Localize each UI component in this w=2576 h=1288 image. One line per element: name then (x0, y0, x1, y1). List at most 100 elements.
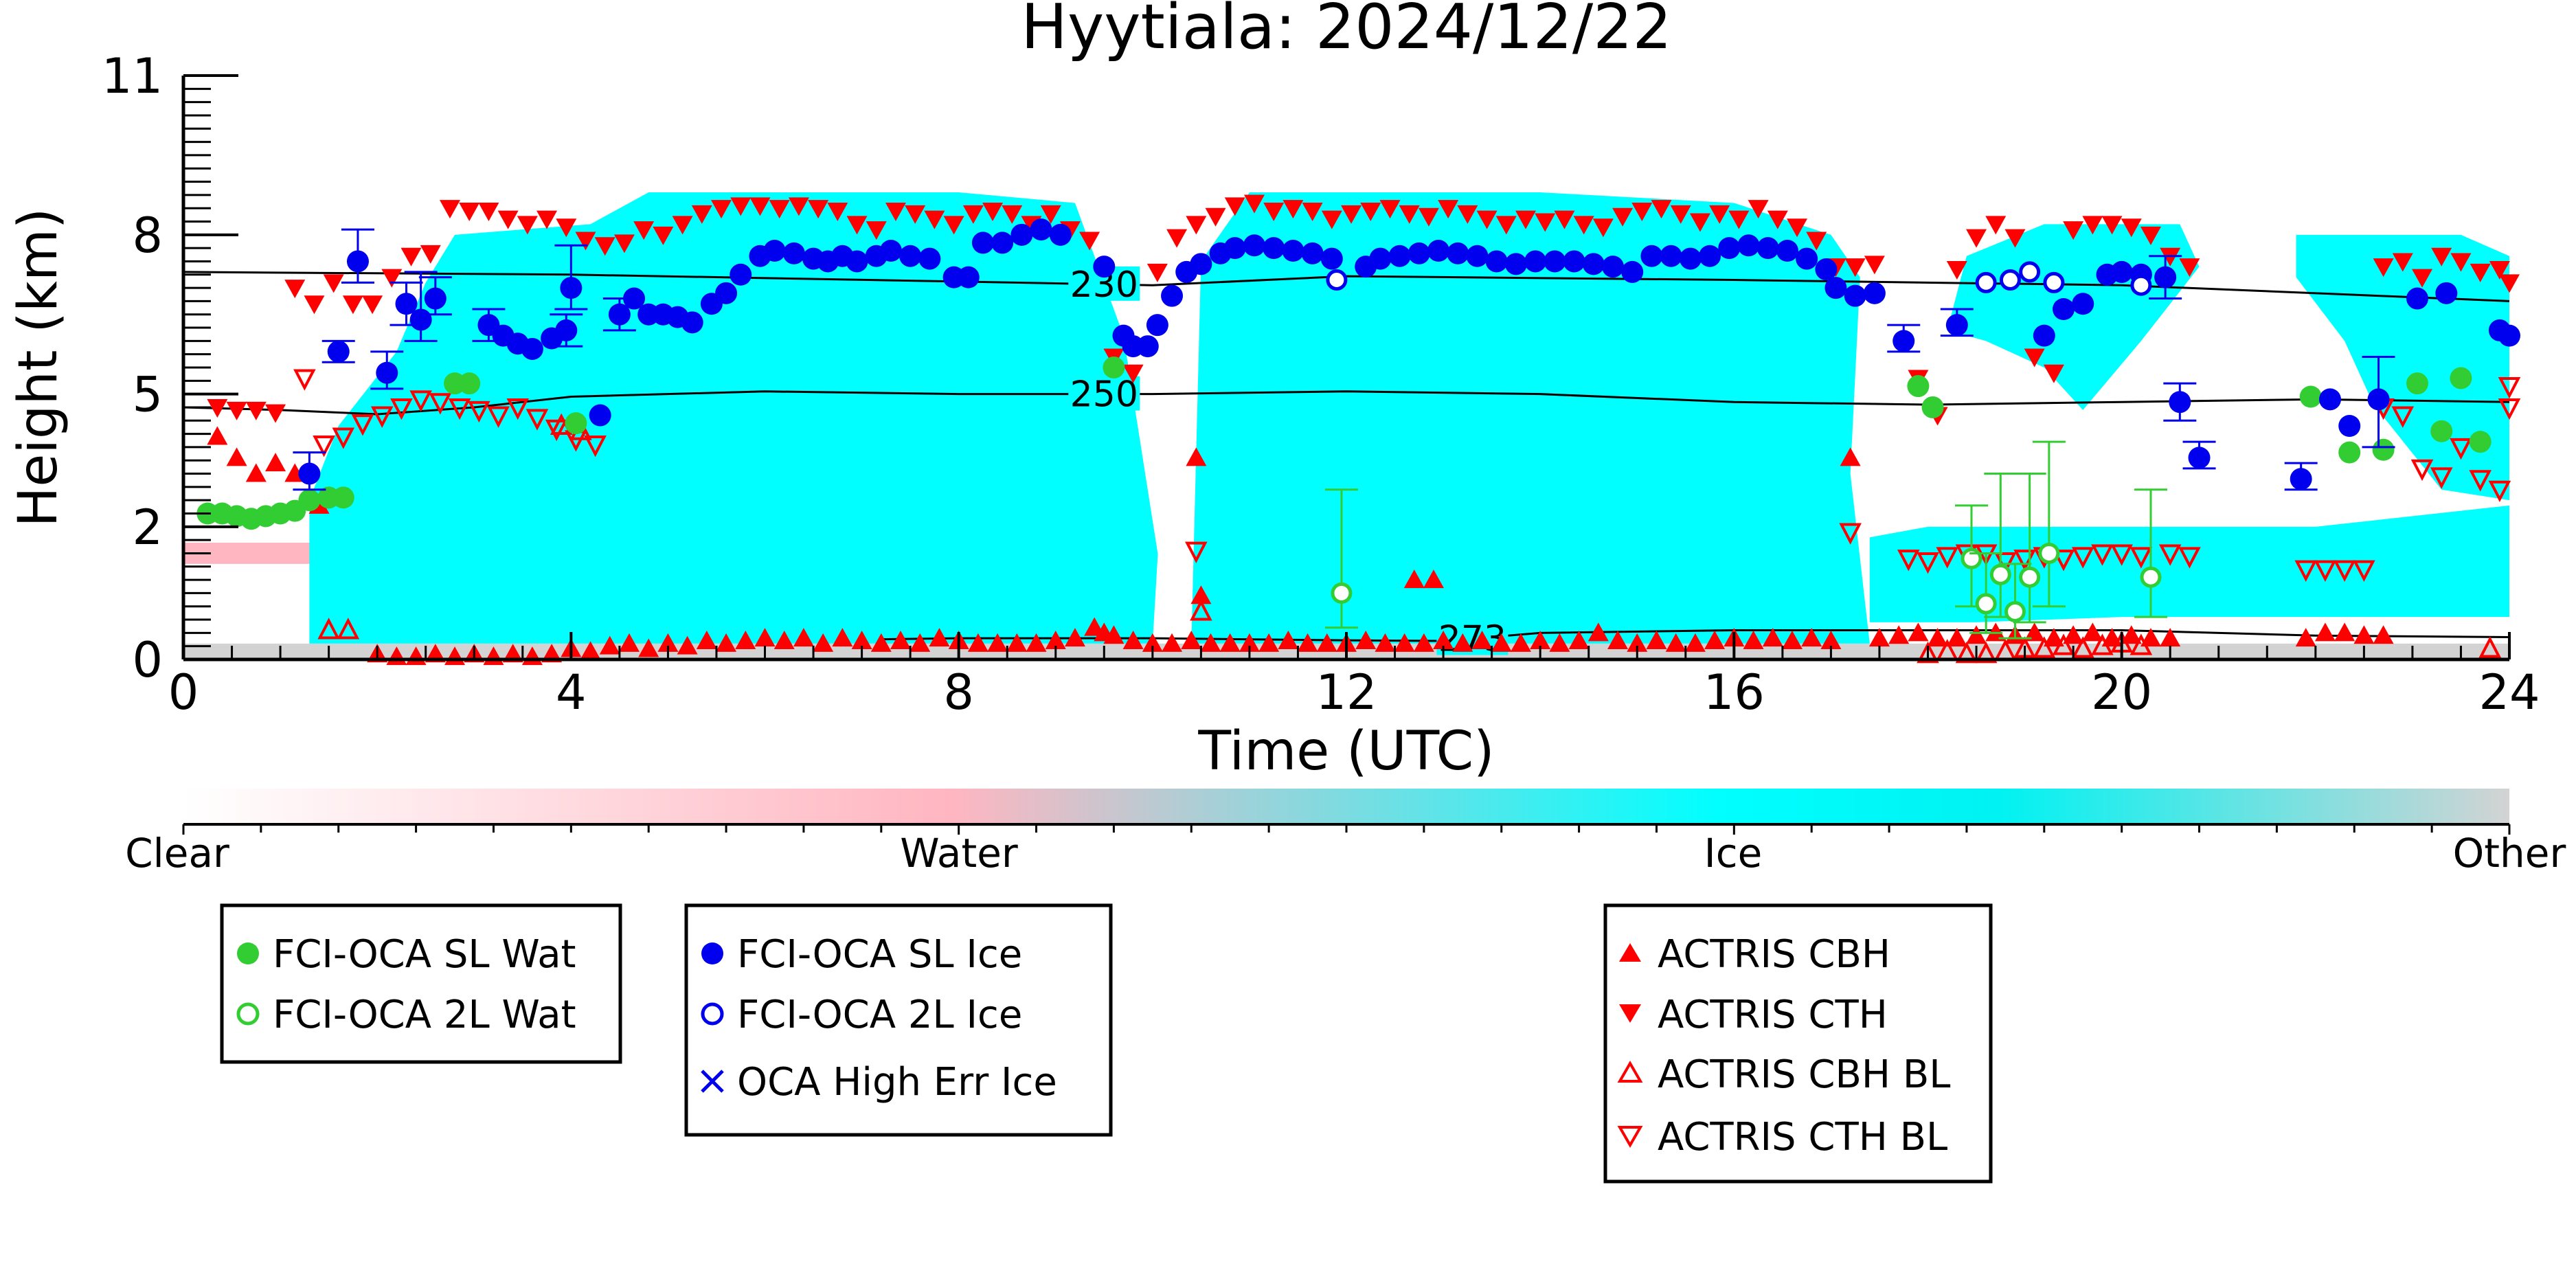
data-point (715, 282, 738, 304)
data-point (1767, 210, 1788, 229)
data-point (982, 203, 1004, 222)
data-point (1243, 194, 1265, 214)
data-point (517, 216, 538, 235)
legend-water-box (220, 903, 622, 1064)
colorbar-label-other: Other (2453, 830, 2566, 877)
data-point (207, 398, 228, 418)
data-point (245, 401, 267, 420)
data-point (1223, 237, 1246, 260)
legend-water-item-sl: FCI-OCA SL Wat (237, 932, 576, 977)
data-point (2024, 348, 2045, 368)
data-point (1728, 210, 1750, 229)
y-tick-label: 0 (132, 632, 163, 688)
data-point (957, 266, 980, 289)
data-point (754, 628, 776, 647)
data-point (1504, 253, 1527, 275)
data-point (506, 398, 530, 420)
data-point (1554, 210, 1575, 229)
data-point (1466, 245, 1489, 267)
data-point (943, 216, 964, 235)
data-point (2140, 628, 2161, 647)
data-point (1524, 250, 1547, 273)
data-point (1535, 213, 1556, 232)
data-point (1485, 250, 1508, 273)
field-ice-region-5 (2296, 234, 2509, 501)
data-point (691, 205, 712, 224)
data-point (1413, 633, 1434, 652)
data-point (1185, 541, 1208, 563)
data-point (2091, 544, 2114, 566)
data-point (2169, 391, 2191, 414)
data-point (1040, 205, 1061, 224)
data-point (1607, 630, 1629, 649)
data-point (265, 453, 286, 472)
data-point (1709, 205, 1730, 224)
data-point (424, 287, 447, 310)
data-point (1544, 250, 1566, 273)
data-point (2294, 560, 2318, 582)
data-point (323, 274, 344, 293)
data-point (1122, 364, 1144, 383)
data-point (293, 369, 316, 391)
data-point (832, 628, 853, 647)
data-point (1699, 245, 1721, 267)
data-point (2430, 467, 2453, 489)
data-point (565, 412, 587, 435)
data-point (1301, 242, 1324, 264)
data-point (555, 319, 578, 341)
x-tick-label: 24 (2478, 664, 2540, 721)
y-tick-label: 8 (132, 207, 163, 264)
data-point (1320, 247, 1343, 270)
legend-actris: ACTRIS CBH ACTRIS CTH ACTRIS CBH BL ACTR… (1603, 903, 1993, 1184)
data-point (332, 427, 355, 449)
data-point (1142, 633, 1163, 652)
data-point (2499, 274, 2520, 293)
data-point (608, 303, 631, 326)
data-point (2140, 566, 2162, 588)
data-point (1515, 210, 1537, 229)
data-point (459, 203, 480, 222)
data-point (1190, 253, 1212, 275)
data-point (560, 277, 583, 300)
data-point (2121, 625, 2142, 644)
legend-marker-triangle-up-filled (1619, 943, 1641, 962)
data-point (793, 628, 814, 647)
data-point (1621, 260, 1644, 283)
data-point (1205, 207, 1226, 227)
data-point (2154, 266, 2177, 289)
y-tick-label: 2 (132, 499, 163, 556)
data-point (448, 398, 471, 420)
data-point (2392, 253, 2413, 272)
data-point (1762, 628, 1783, 647)
data-point (1936, 547, 1959, 569)
data-point (545, 419, 568, 442)
data-point (657, 633, 679, 652)
data-point (1146, 314, 1168, 337)
data-point (1064, 628, 1085, 647)
contour-label-273: 273 (1438, 618, 1506, 659)
data-point (1190, 585, 1212, 605)
data-point (1917, 641, 1939, 664)
data-point (1045, 630, 1066, 649)
data-point (638, 638, 659, 657)
data-point (1510, 633, 1531, 652)
data-point (2110, 260, 2133, 283)
data-point (1355, 630, 1377, 649)
data-point (1975, 271, 1997, 293)
data-point (1093, 256, 1116, 278)
data-point (1975, 593, 1997, 615)
data-point (2353, 560, 2375, 582)
data-point (468, 400, 490, 423)
data-point (773, 630, 795, 649)
data-point (749, 197, 771, 216)
data-point (265, 404, 286, 423)
data-point (1006, 633, 1028, 652)
data-point (2435, 282, 2458, 304)
field-ice-region-2 (1191, 192, 1870, 644)
data-point (342, 295, 363, 315)
data-point (2450, 438, 2472, 460)
data-point (2071, 547, 2094, 569)
data-point (458, 372, 481, 395)
data-point (1452, 633, 1473, 652)
data-point (2053, 298, 2075, 320)
